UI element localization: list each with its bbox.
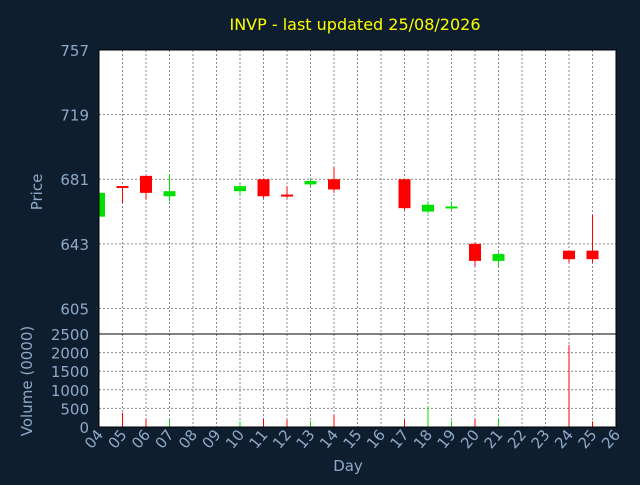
candle-body <box>469 243 481 261</box>
candle-body <box>140 175 152 193</box>
x-axis-ticks: 0405060708091011121314151617181920212223… <box>81 426 624 452</box>
candle-body <box>281 194 293 197</box>
candle-body <box>422 204 434 212</box>
price-tick-label: 605 <box>60 300 89 318</box>
candle-body <box>234 186 246 192</box>
x-axis-label: Day <box>333 457 363 475</box>
volume-tick-label: 2500 <box>51 326 89 344</box>
price-tick-label: 757 <box>60 42 89 60</box>
candle-body <box>445 206 458 209</box>
price-axis-label: Price <box>28 174 46 211</box>
candle-body <box>116 186 129 189</box>
volume-panel-border <box>98 333 617 428</box>
candle-body <box>304 180 317 185</box>
candle-body <box>257 179 270 197</box>
candle-body <box>163 191 176 197</box>
volume-tick-label: 1000 <box>51 382 89 400</box>
price-panel: 605 643 681 719 757 <box>60 42 617 335</box>
candle-body <box>328 179 340 190</box>
volume-tick-label: 500 <box>60 400 89 418</box>
candle-body <box>99 192 105 217</box>
volume-tick-label: 0 <box>79 419 89 437</box>
price-tick-label: 719 <box>60 107 89 125</box>
chart-title: INVP - last updated 25/08/2026 <box>229 15 480 34</box>
candle-body <box>398 179 411 209</box>
price-tick-label: 643 <box>60 236 89 254</box>
volume-tick-label: 1500 <box>51 363 89 381</box>
volume-axis-label: Volume (0000) <box>18 326 36 436</box>
price-tick-label: 681 <box>60 171 89 189</box>
volume-tick-label: 2000 <box>51 345 89 363</box>
candle-body <box>586 250 599 260</box>
candle-body <box>492 254 505 261</box>
candle-body <box>563 250 575 260</box>
